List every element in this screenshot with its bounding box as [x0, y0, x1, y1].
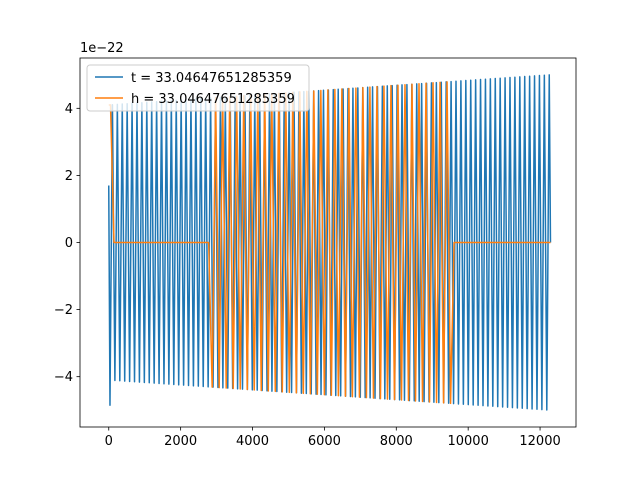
- y-tick-label: −2: [54, 303, 73, 318]
- y-tick-label: 2: [65, 169, 73, 184]
- x-tick-label: 10000: [447, 434, 488, 449]
- x-tick-label: 8000: [380, 434, 413, 449]
- y-offset-label: 1e−22: [80, 41, 124, 56]
- x-tick-label: 6000: [308, 434, 341, 449]
- series-line-h: [108, 81, 551, 405]
- y-tick-label: −4: [54, 370, 73, 385]
- y-axis-ticks: −4 −2 0 2 4: [54, 102, 80, 385]
- x-tick-label: 12000: [519, 434, 560, 449]
- legend-label-t: t = 33.04647651285359: [131, 71, 292, 86]
- x-tick-label: 0: [105, 434, 113, 449]
- series-layer: [108, 74, 552, 411]
- x-tick-label: 4000: [236, 434, 269, 449]
- y-tick-label: 4: [65, 102, 73, 117]
- x-tick-label: 2000: [164, 434, 197, 449]
- x-axis-ticks: 0 2000 4000 6000 8000 10000 12000: [105, 427, 561, 449]
- legend: t = 33.04647651285359 h = 33.04647651285…: [86, 64, 310, 112]
- legend-label-h: h = 33.04647651285359: [131, 92, 295, 107]
- y-tick-label: 0: [65, 236, 73, 251]
- legend-box: [86, 64, 310, 112]
